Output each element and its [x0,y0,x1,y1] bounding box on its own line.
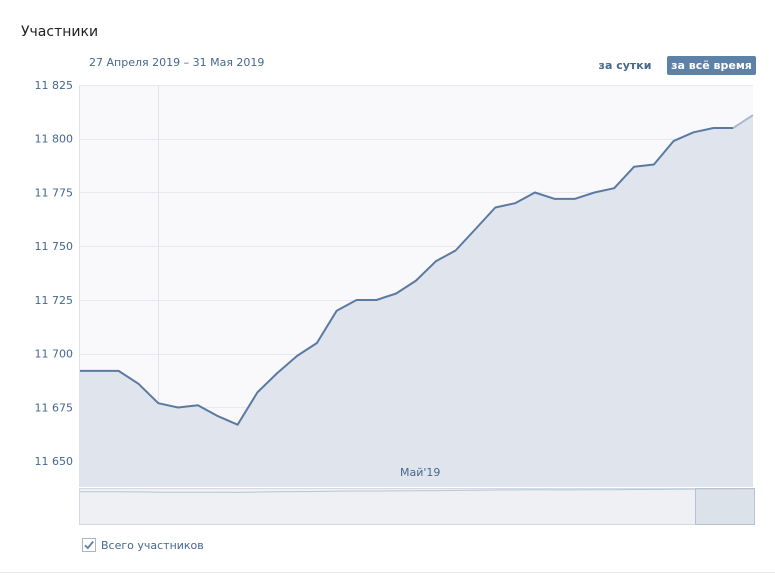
x-tick-label: Май'19 [400,466,440,479]
series-area [79,115,753,487]
navigator-selection[interactable] [695,488,755,525]
bottom-divider [0,572,775,573]
date-range: 27 Апреля 2019 – 31 Мая 2019 [89,56,265,69]
checkbox[interactable] [82,538,96,552]
y-tick-label: 11 750 [35,240,74,253]
y-tick-label: 11 675 [35,402,74,415]
legend-label: Всего участников [101,538,204,552]
navigator [79,488,755,525]
navigator-line [80,488,754,493]
checkmark-icon [84,540,94,550]
period-all-time-button[interactable]: за всё время [667,56,756,75]
series-line-current [732,114,754,129]
y-tick-label: 11 775 [35,187,74,200]
y-tick-label: 11 725 [35,294,74,307]
y-tick-label: 11 650 [35,455,74,468]
y-tick-label: 11 825 [35,79,74,92]
legend-toggle-total-members[interactable]: Всего участников [82,537,204,553]
section-title: Участники [21,24,99,40]
y-tick-label: 11 700 [35,348,74,361]
series-line [79,127,734,426]
y-tick-label: 11 800 [35,133,74,146]
period-day-button[interactable]: за сутки [598,59,652,72]
